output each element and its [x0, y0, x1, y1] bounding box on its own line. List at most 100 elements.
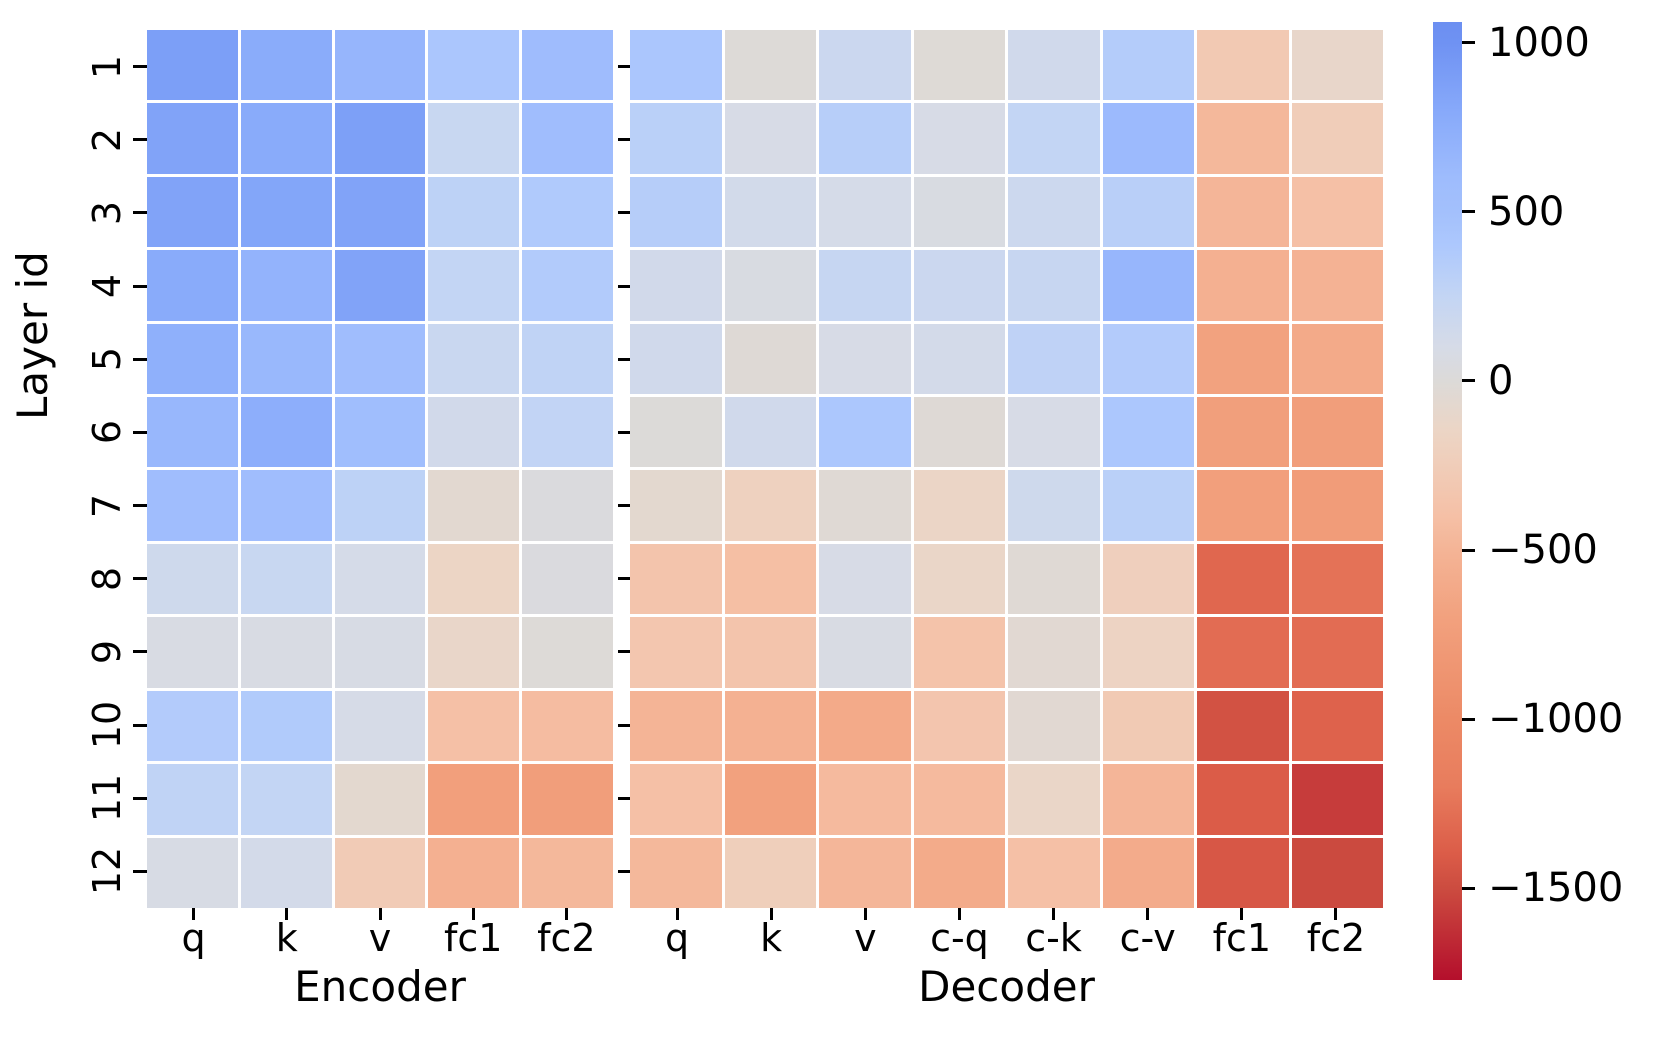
- x-tick-mark: [1334, 908, 1338, 920]
- y-tick-mark: [618, 65, 630, 69]
- heatmap-cell: [1102, 103, 1194, 174]
- heatmap-cell: [428, 543, 520, 615]
- x-tick-label: k: [760, 916, 783, 960]
- heatmap-cell: [913, 837, 1005, 908]
- heatmap-cell: [428, 470, 520, 541]
- y-tick-mark: [618, 796, 630, 800]
- heatmap-cell: [522, 103, 613, 174]
- colorbar-tick-mark: [1462, 379, 1475, 383]
- heatmap-cell: [1291, 397, 1383, 468]
- heatmap-cell: [724, 690, 816, 762]
- heatmap-cell: [1008, 690, 1100, 762]
- heatmap-cell: [913, 617, 1005, 688]
- heatmap-cell: [724, 103, 816, 174]
- y-tick-mark: [618, 869, 630, 873]
- x-tick-mark: [957, 908, 961, 920]
- heatmap-cell: [522, 837, 613, 908]
- y-tick-mark: [618, 284, 630, 288]
- heatmap-cell: [1291, 690, 1383, 762]
- heatmap-cell: [240, 617, 332, 688]
- heatmap-cell: [1008, 30, 1100, 101]
- heatmap-cell: [522, 764, 613, 835]
- heatmap-cell: [1197, 103, 1289, 174]
- heatmap-cell: [522, 397, 613, 468]
- heatmap-cell: [1102, 323, 1194, 395]
- x-tick-mark: [471, 908, 475, 920]
- x-tick-mark: [863, 908, 867, 920]
- heatmap-cell: [334, 690, 426, 762]
- heatmap-cell: [1102, 690, 1194, 762]
- y-tick-label: 4: [85, 273, 129, 299]
- heatmap-cell: [240, 323, 332, 395]
- x-tick-label: fc1: [1212, 916, 1272, 960]
- colorbar-tick-mark: [1462, 886, 1475, 890]
- heatmap-cell: [240, 103, 332, 174]
- y-tick-label: 8: [85, 566, 129, 591]
- heatmap-cell: [522, 30, 613, 101]
- heatmap-cell: [1102, 543, 1194, 615]
- heatmap-cell: [819, 837, 911, 908]
- heatmap-cell: [1197, 323, 1289, 395]
- heatmap-cell: [334, 837, 426, 908]
- heatmap-cell: [428, 764, 520, 835]
- heatmap-cell: [334, 397, 426, 468]
- x-tick-label: v: [854, 916, 877, 960]
- heatmap-cell: [1008, 250, 1100, 321]
- heatmap-cell: [147, 690, 238, 762]
- heatmap-cell: [1197, 397, 1289, 468]
- y-tick-mark: [618, 430, 630, 434]
- heatmap-cell: [724, 470, 816, 541]
- heatmap-cell: [147, 30, 238, 101]
- heatmap-cell: [1291, 250, 1383, 321]
- y-tick-mark: [133, 796, 147, 800]
- colorbar-tick-label: −500: [1488, 527, 1598, 573]
- x-tick-mark: [378, 908, 382, 920]
- heatmap-cell: [819, 323, 911, 395]
- heatmap-cell: [1102, 617, 1194, 688]
- heatmap-cell: [630, 470, 722, 541]
- heatmap-cell: [334, 617, 426, 688]
- heatmap-cell: [1291, 543, 1383, 615]
- heatmap-cell: [1102, 837, 1194, 908]
- y-tick-mark: [618, 723, 630, 727]
- heatmap-cell: [334, 323, 426, 395]
- y-tick-mark: [133, 504, 147, 508]
- colorbar-tick-mark: [1462, 41, 1475, 45]
- heatmap-cell: [240, 176, 332, 248]
- x-tick-label: fc2: [537, 916, 596, 960]
- heatmap-cell: [724, 30, 816, 101]
- heatmap-cell: [913, 543, 1005, 615]
- y-tick-mark: [133, 650, 147, 654]
- x-tick-mark: [675, 908, 679, 920]
- y-tick-label: 1: [85, 54, 129, 79]
- heatmap-cell: [630, 543, 722, 615]
- heatmap-cell: [1291, 470, 1383, 541]
- heatmap-cell: [428, 397, 520, 468]
- x-tick-mark: [285, 908, 289, 920]
- colorbar-tick-label: 0: [1488, 357, 1514, 404]
- heatmap-cell: [147, 176, 238, 248]
- x-tick-mark: [1240, 908, 1244, 920]
- heatmap-cell: [819, 30, 911, 101]
- heatmap-cell: [1291, 30, 1383, 101]
- heatmap-cell: [1008, 470, 1100, 541]
- x-tick-mark: [564, 908, 568, 920]
- y-tick-label: 6: [85, 420, 129, 445]
- heatmap-cell: [1197, 764, 1289, 835]
- colorbar-tick-label: −1500: [1488, 865, 1624, 912]
- heatmap-cell: [819, 543, 911, 615]
- heatmap-cell: [630, 250, 722, 321]
- heatmap-cell: [1197, 30, 1289, 101]
- heatmap-cell: [522, 690, 613, 762]
- heatmap-cell: [630, 30, 722, 101]
- colorbar-tick-label: 1000: [1488, 19, 1590, 66]
- heatmap-cell: [334, 176, 426, 248]
- x-tick-label: fc2: [1306, 916, 1366, 960]
- encoder-heatmap: [147, 30, 613, 908]
- x-tick-mark: [1052, 908, 1056, 920]
- heatmap-cell: [522, 543, 613, 615]
- heatmap-cell: [630, 837, 722, 908]
- heatmap-cell: [147, 543, 238, 615]
- heatmap-cell: [819, 470, 911, 541]
